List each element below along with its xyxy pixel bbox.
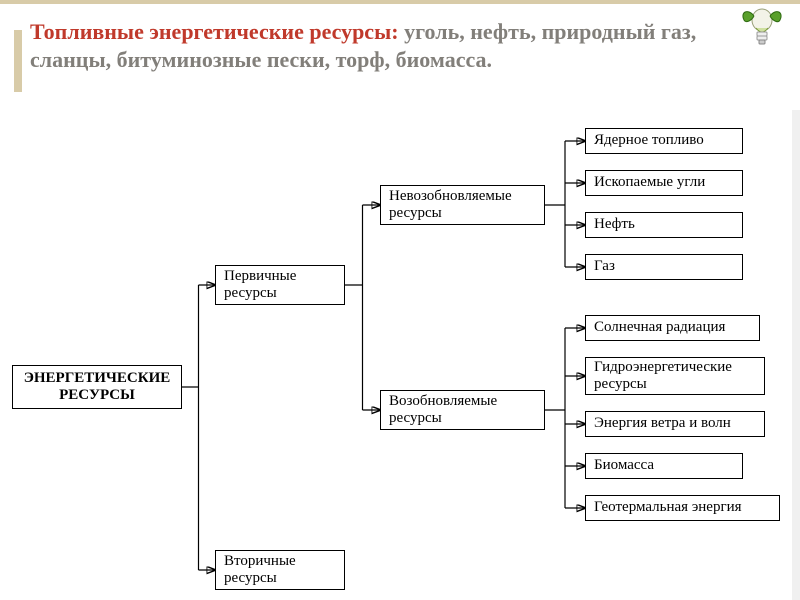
node-l2: Ископаемые угли: [585, 170, 743, 196]
node-l5: Солнечная радиация: [585, 315, 760, 341]
title-left-accent: [14, 30, 22, 92]
node-l7: Энергия ветра и волн: [585, 411, 765, 437]
right-shadow: [792, 110, 800, 600]
node-l1: Ядерное топливо: [585, 128, 743, 154]
page-title: Топливные энергетические ресурсы: уголь,…: [30, 18, 750, 73]
node-l9: Геотермальная энергия: [585, 495, 780, 521]
node-l8: Биомасса: [585, 453, 743, 479]
node-root: ЭНЕРГЕТИЧЕСКИЕ РЕСУРСЫ: [12, 365, 182, 409]
top-accent-bar: [0, 0, 800, 4]
title-highlight: Топливные энергетические ресурсы:: [30, 19, 399, 44]
node-nonr: Невозобновляемые ресурсы: [380, 185, 545, 225]
node-l6: Гидроэнергетические ресурсы: [585, 357, 765, 395]
node-prim: Первичные ресурсы: [215, 265, 345, 305]
node-sec: Вторичные ресурсы: [215, 550, 345, 590]
lightbulb-icon: [738, 6, 786, 54]
energy-resources-diagram: ЭНЕРГЕТИЧЕСКИЕ РЕСУРСЫ Первичные ресурсы В…: [0, 120, 800, 600]
node-renr: Возобновляемые ресурсы: [380, 390, 545, 430]
node-l4: Газ: [585, 254, 743, 280]
node-l3: Нефть: [585, 212, 743, 238]
